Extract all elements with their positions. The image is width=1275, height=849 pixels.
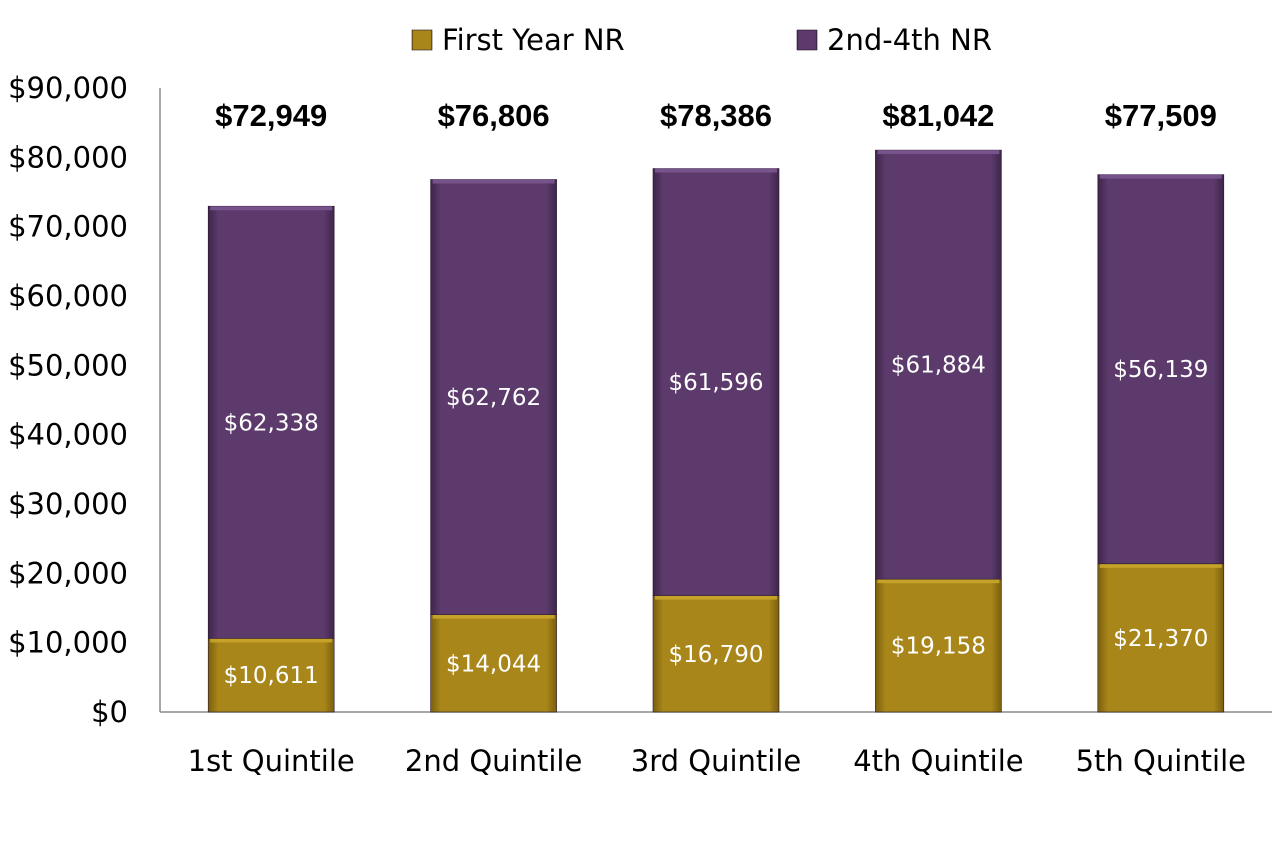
y-tick-label: $20,000: [8, 556, 128, 590]
y-tick-label: $80,000: [8, 140, 128, 174]
legend-swatch-first-year-nr: [411, 29, 433, 51]
segment-data-label: $62,762: [446, 385, 541, 411]
x-tick-label: 4th Quintile: [853, 744, 1023, 778]
x-tick-label: 2nd Quintile: [405, 744, 582, 778]
bar-segment-bevel: [210, 206, 333, 211]
y-tick-label: $70,000: [8, 210, 128, 244]
bar-segment-2nd-4th-nr: [430, 179, 557, 615]
y-tick-label: $40,000: [8, 418, 128, 452]
y-tick-label: $30,000: [8, 487, 128, 521]
total-data-label: $77,509: [1105, 98, 1217, 133]
x-tick-label: 5th Quintile: [1076, 744, 1246, 778]
bar-segment-bevel: [432, 179, 555, 184]
segment-data-label: $56,139: [1113, 357, 1208, 383]
y-tick-label: $50,000: [8, 348, 128, 382]
bar-segment-first-year-nr: [1097, 563, 1225, 713]
y-tick-label: $10,000: [8, 626, 128, 660]
bar-segment-first-year-nr: [207, 638, 335, 713]
bar-segment-2nd-4th-nr: [875, 149, 1002, 580]
x-tick-label: 3rd Quintile: [631, 744, 801, 778]
segment-data-label: $21,370: [1113, 626, 1208, 652]
bar-segment-2nd-4th-nr: [207, 205, 335, 639]
bar-segment-bevel: [877, 150, 1000, 155]
legend-label: 2nd-4th NR: [827, 23, 992, 57]
bars: [207, 149, 1225, 713]
segment-data-label: $16,790: [668, 642, 763, 668]
legend: First Year NR 2nd-4th NR: [411, 23, 992, 57]
segment-data-label: $61,596: [668, 370, 763, 396]
y-tick-label: $60,000: [8, 279, 128, 313]
segment-data-label: $62,338: [224, 410, 319, 436]
y-tick-label: $90,000: [8, 71, 128, 105]
bar-segment-first-year-nr: [430, 614, 557, 713]
total-data-label: $81,042: [882, 98, 994, 133]
bar-segment-bevel: [655, 595, 777, 600]
total-data-label: $78,386: [660, 98, 772, 133]
legend-label: First Year NR: [442, 23, 625, 57]
total-data-label: $76,806: [438, 98, 550, 133]
x-tick-label: 1st Quintile: [188, 744, 355, 778]
bar-segment-bevel: [1099, 563, 1222, 568]
segment-data-label: $14,044: [446, 651, 541, 677]
x-axis: 1st Quintile 2nd Quintile 3rd Quintile 4th …: [160, 711, 1272, 778]
bar-segment-bevel: [1099, 174, 1222, 179]
bar-segment-first-year-nr: [652, 595, 780, 713]
bar-segment-first-year-nr: [875, 578, 1002, 713]
bar-segment-bevel: [655, 168, 777, 173]
y-axis: $0 $10,000 $20,000 $30,000 $40,000 $50,000 $60…: [8, 71, 161, 729]
bar-segment-bevel: [877, 579, 1000, 584]
total-data-label: $72,949: [215, 98, 327, 133]
segment-data-label: $61,884: [891, 353, 986, 379]
y-tick-label: $0: [91, 695, 128, 729]
segment-data-label: $10,611: [224, 663, 319, 689]
bar-segment-bevel: [210, 638, 333, 643]
data-labels: $10,611 $62,338 $72,949 $14,044 $62,762 $76,8…: [215, 98, 1217, 689]
bar-segment-bevel: [432, 614, 555, 619]
segment-data-label: $19,158: [891, 634, 986, 660]
legend-swatch-2nd-4th-nr: [796, 29, 818, 51]
bar-segment-2nd-4th-nr: [652, 168, 780, 596]
